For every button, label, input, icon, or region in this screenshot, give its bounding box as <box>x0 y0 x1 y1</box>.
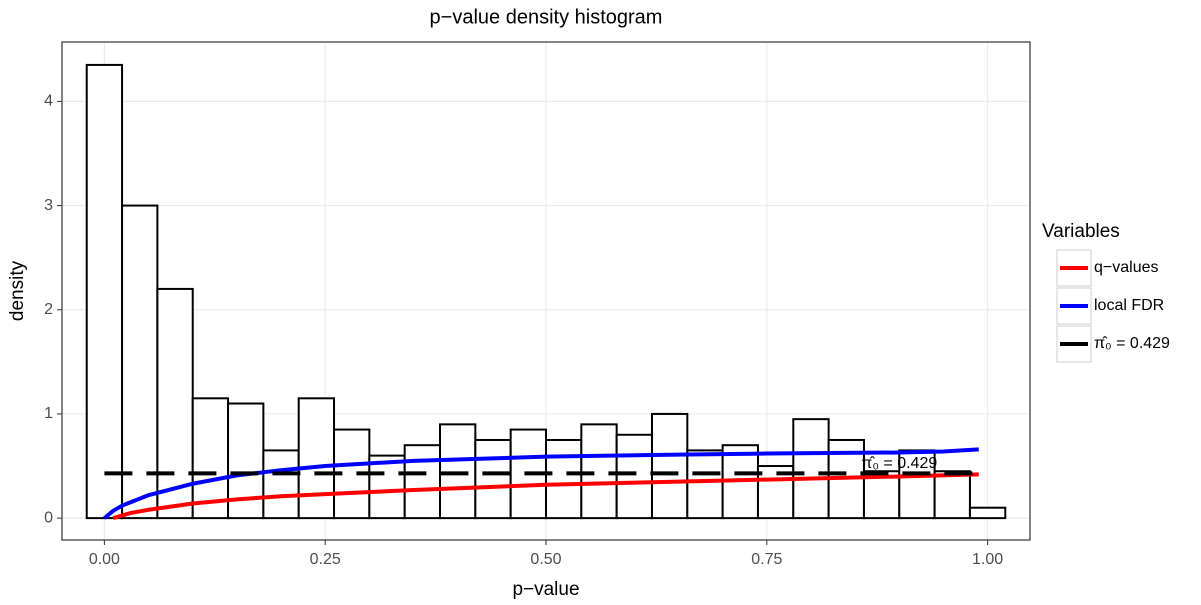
x-tick-label: 0.75 <box>751 551 782 568</box>
series-line <box>103 447 979 520</box>
histogram-bar <box>262 449 300 520</box>
histogram-bar <box>85 63 124 520</box>
legend-label: q−values <box>1094 259 1159 276</box>
x-tick-label: 0.50 <box>530 551 561 568</box>
plot-border <box>61 41 1031 541</box>
histogram-bar <box>297 397 336 520</box>
histogram-bar <box>933 470 971 520</box>
histogram-bar <box>474 438 512 520</box>
x-axis-label: p−value <box>512 579 579 600</box>
series-line <box>112 472 979 521</box>
legend-label: π̂₀ = 0.429 <box>1094 335 1170 352</box>
histogram-bar <box>156 287 194 520</box>
x-tick-label: 0.25 <box>310 551 341 568</box>
y-tick-label: 4 <box>44 93 53 110</box>
y-tick-label: 2 <box>44 301 53 318</box>
histogram-bar <box>650 412 689 520</box>
histogram-bar <box>686 449 724 520</box>
x-tick-label: 0.00 <box>89 551 120 568</box>
y-tick-label: 3 <box>44 197 53 214</box>
histogram-bar <box>968 506 1007 520</box>
annotation: π̂₀ = 0.429 <box>861 455 937 472</box>
histogram-bar <box>580 423 618 520</box>
histogram-bar <box>615 433 653 520</box>
histogram-bar <box>121 204 159 520</box>
y-axis-label: density <box>7 260 28 321</box>
histogram-bar <box>191 397 230 520</box>
legend-label: local FDR <box>1094 297 1164 314</box>
histogram-bar <box>792 418 830 520</box>
legend-title: Variables <box>1042 221 1120 242</box>
chart-title: p−value density histogram <box>430 6 663 28</box>
y-tick-label: 0 <box>44 509 53 526</box>
histogram-bar <box>368 454 406 520</box>
histogram-bar <box>545 438 583 520</box>
histogram-bar <box>439 423 477 520</box>
histogram-bar <box>403 444 442 520</box>
x-tick-label: 1.00 <box>972 551 1003 568</box>
y-tick-label: 1 <box>44 405 53 422</box>
